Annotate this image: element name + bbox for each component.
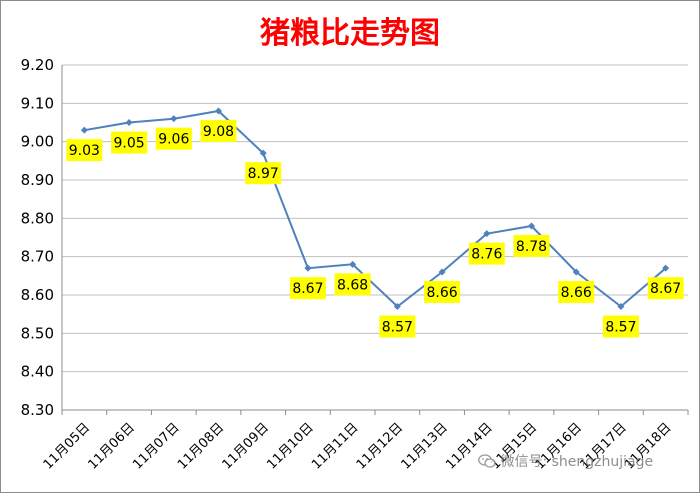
y-tick-label: 8.40 (21, 363, 54, 381)
data-label-bg (155, 127, 192, 150)
data-label-bg (334, 273, 371, 296)
data-label: 8.57 (605, 320, 636, 336)
data-point (483, 230, 491, 238)
data-point (662, 264, 670, 272)
data-point (572, 268, 580, 276)
watermark: 微信号: shengzhujiage (478, 451, 653, 471)
y-tick-label: 8.80 (21, 209, 54, 227)
data-label: 8.57 (382, 320, 413, 336)
data-point (438, 268, 446, 276)
data-label: 8.97 (248, 166, 279, 182)
data-label-bg (66, 139, 103, 162)
data-point (528, 222, 535, 230)
data-label: 8.67 (292, 281, 323, 297)
grid-lines (62, 64, 688, 373)
data-point (125, 119, 133, 126)
data-label-bg (289, 277, 326, 300)
x-tick-label: 11月09日 (220, 420, 272, 472)
data-label-bg (245, 162, 282, 185)
data-label: 8.67 (650, 281, 681, 297)
y-axis-ticks: 8.30 8.40 8.50 8.60 8.70 8.80 8.90 9.00 9.10 9.20 (21, 56, 54, 419)
x-tick-label: 11月12日 (354, 420, 406, 472)
x-tick-label: 11月06日 (86, 420, 138, 472)
data-labels: 9.03 9.05 9.06 9.08 8.97 8.67 8.68 8.57 8.66 8.76… (66, 120, 684, 338)
data-label-bg (513, 235, 550, 257)
series-line (80, 107, 670, 310)
data-label: 9.03 (69, 143, 100, 159)
data-label-bg (424, 281, 461, 303)
data-label: 8.76 (471, 247, 502, 263)
wechat-icon (478, 454, 496, 468)
series-line-path (84, 109, 667, 308)
x-tick-label: 11月07日 (130, 420, 182, 472)
data-point (170, 115, 178, 123)
data-point (617, 303, 625, 310)
data-label-bg (647, 277, 684, 300)
x-tick-label: 11月05日 (41, 420, 93, 472)
data-label: 8.78 (516, 239, 547, 255)
y-tick-label: 9.00 (21, 133, 54, 151)
data-label-bg (200, 120, 237, 142)
data-label: 8.66 (426, 285, 457, 301)
y-tick-label: 8.70 (21, 248, 54, 266)
y-tick-label: 8.30 (21, 401, 54, 419)
data-label: 9.05 (113, 136, 144, 152)
y-tick-label: 8.60 (21, 286, 54, 304)
x-tick-label: 11月10日 (264, 420, 316, 472)
data-point (349, 260, 357, 268)
data-label: 8.68 (337, 277, 368, 293)
data-point (80, 126, 88, 134)
data-label: 9.08 (203, 124, 234, 140)
axes (61, 65, 689, 415)
data-point (393, 303, 401, 310)
data-point (259, 149, 267, 157)
data-point (215, 107, 222, 115)
chart-title: 猪粮比走势图 (260, 16, 440, 51)
data-label: 9.06 (158, 132, 189, 148)
data-label-bg (602, 315, 639, 338)
y-tick-label: 8.50 (21, 324, 54, 342)
y-tick-label: 8.90 (21, 171, 54, 189)
data-label-bg (558, 281, 595, 303)
x-tick-label: 11月08日 (175, 420, 227, 472)
y-tick-label: 9.10 (21, 94, 54, 112)
data-label: 8.66 (561, 285, 592, 301)
data-label-bg (468, 242, 505, 265)
data-label-bg (111, 131, 148, 154)
x-tick-label: 11月13日 (399, 420, 451, 472)
data-point (304, 264, 312, 272)
y-tick-label: 9.20 (21, 56, 54, 74)
x-tick-label: 11月11日 (309, 420, 361, 472)
watermark-text: 微信号: shengzhujiage (500, 454, 654, 470)
data-label-bg (379, 315, 416, 338)
